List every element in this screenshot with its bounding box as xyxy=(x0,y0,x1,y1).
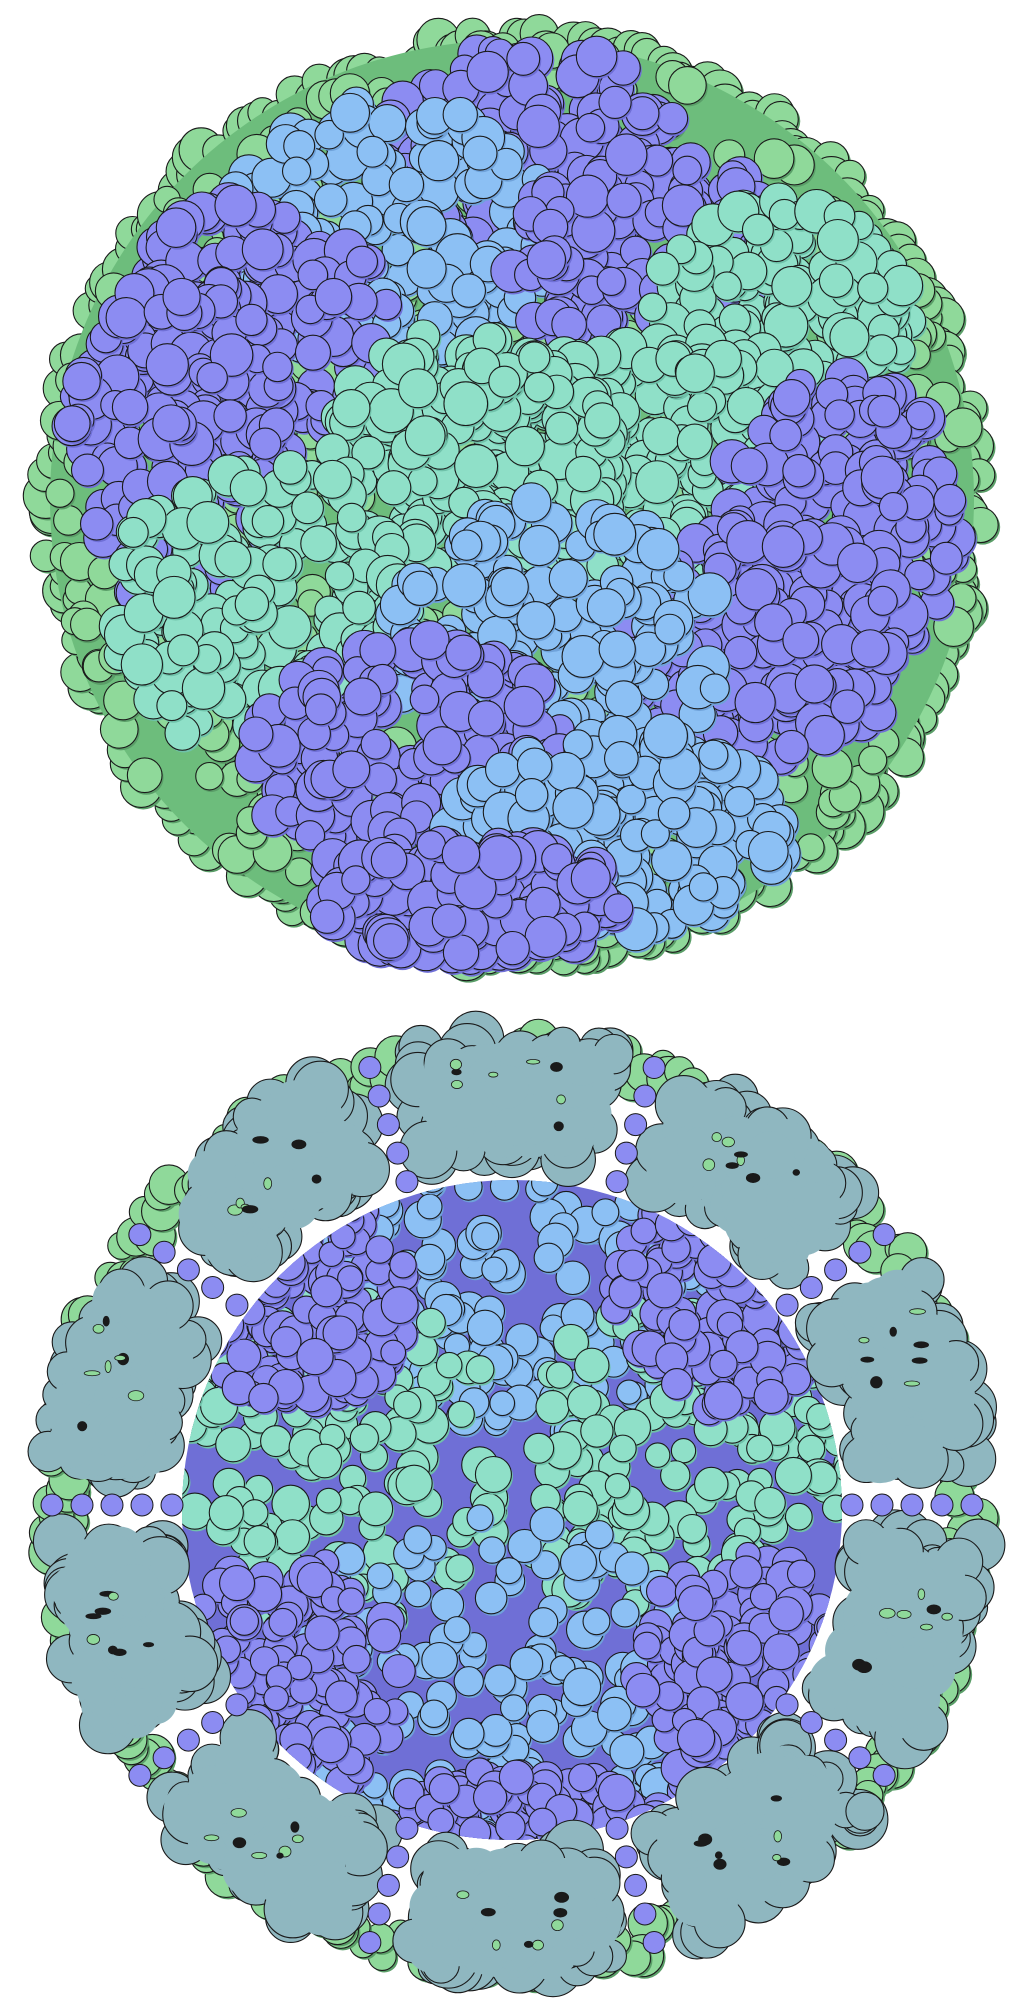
cutaway-section-faces xyxy=(27,1010,1006,1998)
capsid-interior xyxy=(182,1180,842,1840)
capsid-exterior-illustration xyxy=(22,13,1001,983)
capsid-cutaway-panel xyxy=(0,1000,1024,2000)
capsid-surface-proteins xyxy=(39,30,984,977)
capsid-exterior-panel xyxy=(22,13,1001,983)
cutaway-seams xyxy=(40,1056,984,1954)
capsid-cutaway-illustration xyxy=(27,1010,1006,1998)
